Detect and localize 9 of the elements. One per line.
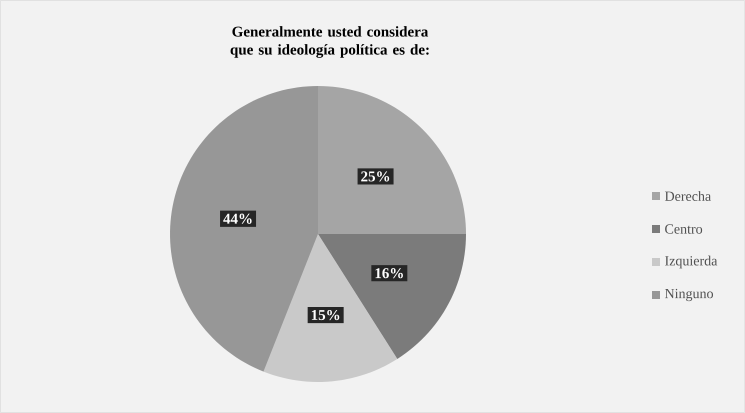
data-label: 15%: [312, 310, 340, 320]
legend-label: Izquierda: [665, 256, 718, 268]
legend-label: Derecha: [664, 191, 711, 201]
legend-label: Centro: [665, 224, 702, 234]
data-label: 44%: [223, 214, 252, 224]
data-label: 16%: [376, 268, 403, 278]
legend-label: Ninguno: [664, 288, 713, 302]
data-label: 25%: [361, 171, 390, 182]
chart-title: Generalmente usted considera que su ideología política es de:: [230, 26, 429, 58]
